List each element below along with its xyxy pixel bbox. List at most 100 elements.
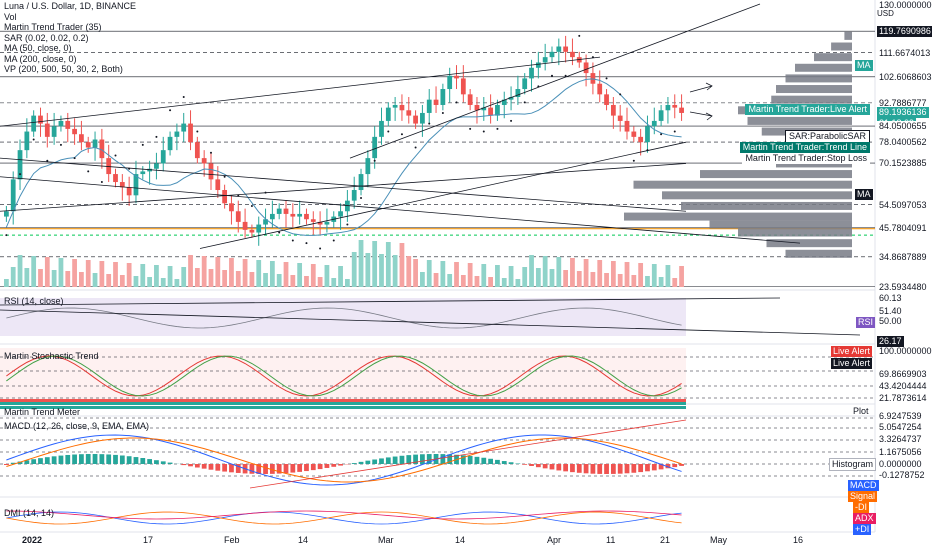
candle-body	[283, 208, 289, 214]
trend-meter-plot: Plot	[853, 406, 869, 416]
volume-bar	[215, 257, 221, 287]
volume-bar	[535, 268, 541, 287]
trend-meter-label[interactable]: Martin Trend Meter	[4, 407, 81, 417]
sar-dot	[482, 130, 485, 133]
volume-bar	[379, 254, 384, 287]
indicator-martin-trend-trader[interactable]: Martin Trend Trader (35)	[4, 22, 102, 32]
volume-profile-bar	[771, 95, 852, 104]
volume-bar	[610, 261, 616, 287]
macd-histogram-bar	[447, 454, 453, 464]
candle-body	[263, 219, 268, 225]
macd-histogram-bar	[467, 456, 473, 464]
macd-histogram-bar	[522, 464, 528, 465]
macd-histogram-bar	[488, 458, 493, 464]
macd-histogram-bar	[208, 464, 214, 470]
macd-tick-6: -0.1278752	[879, 470, 925, 480]
candle-body	[65, 120, 71, 129]
chart-header: Luna / U.S. Dollar, 1D, BINANCE Vol Mart…	[4, 1, 136, 75]
sar-dot	[414, 146, 417, 149]
volume-bar	[583, 259, 589, 287]
volume-bar	[590, 272, 596, 287]
rsi-label[interactable]: RSI (14, close)	[4, 296, 64, 306]
candle-body	[597, 83, 603, 95]
indicator-ma200[interactable]: MA (200, close, 0)	[4, 53, 77, 64]
x-label-14b: 14	[455, 535, 466, 545]
volume-bar	[338, 266, 343, 287]
symbol-title[interactable]: Luna / U.S. Dollar, 1D, BINANCE	[4, 1, 137, 11]
candle-body	[99, 139, 105, 159]
price-tag: 54.5097053	[877, 199, 929, 211]
indicator-vp[interactable]: VP (200, 500, 50, 30, 2, Both)	[4, 64, 123, 74]
macd-badge: MACD	[848, 480, 879, 491]
macd-histogram-bar	[460, 455, 466, 464]
macd-histogram-bar	[317, 464, 323, 470]
volume-bar	[72, 259, 77, 287]
volume-bar	[454, 262, 459, 287]
candle-body	[372, 136, 378, 159]
candle-body	[167, 136, 173, 151]
macd-histogram-bar	[645, 464, 650, 472]
volume-bar	[269, 261, 275, 287]
volume-bar	[304, 276, 309, 287]
macd-histogram-bar	[638, 464, 644, 473]
candle-body	[324, 221, 330, 225]
indicator-vol[interactable]: Vol	[4, 11, 17, 22]
candle-body	[4, 211, 9, 217]
dmi-label[interactable]: DMI (14, 14)	[4, 508, 55, 518]
sar-dot	[619, 93, 622, 96]
candle-body	[460, 78, 466, 95]
volume-bar	[222, 270, 228, 287]
candle-body	[126, 187, 132, 196]
candle-body	[638, 136, 644, 143]
indicator-sar[interactable]: SAR (0.02, 0.02, 0.2)	[4, 32, 89, 43]
volume-bar	[85, 260, 91, 287]
macd-histogram-bar	[92, 454, 98, 464]
volume-bar	[447, 274, 453, 287]
volume-bar	[440, 261, 446, 287]
macd-histogram-bar	[576, 464, 582, 473]
macd-histogram-bar	[481, 457, 487, 464]
x-label-17: 17	[143, 535, 154, 545]
volume-bar	[372, 241, 378, 287]
macd-histogram-bar	[542, 464, 548, 469]
dmi-adx: ADX	[853, 513, 876, 524]
candle-body	[454, 75, 459, 79]
macd-label[interactable]: MACD (12, 26, close, 9, EMA, EMA)	[4, 421, 150, 431]
volume-bar	[631, 275, 637, 287]
candle-body	[563, 46, 569, 52]
macd-tick-3: 3.3264737	[879, 434, 922, 444]
sar-dot	[455, 101, 458, 104]
sar-dot	[469, 127, 472, 130]
sar-dot	[59, 143, 62, 146]
candle-body	[201, 158, 207, 164]
candle-body	[229, 203, 234, 212]
macd-histogram-bar	[4, 464, 9, 465]
macd-histogram-bar	[420, 454, 425, 464]
volume-bar	[317, 277, 323, 287]
volume-bar	[188, 255, 193, 287]
volume-bar	[140, 264, 146, 287]
volume-bar	[324, 265, 330, 287]
macd-histogram-bar	[133, 457, 139, 464]
arrow-up-icon	[689, 82, 713, 93]
macd-histogram-bar	[474, 456, 480, 464]
sar-dot	[346, 223, 349, 226]
volume-bar	[358, 240, 364, 287]
macd-histogram-bar	[358, 461, 364, 464]
candle-body	[501, 99, 507, 105]
volume-bar	[433, 273, 439, 287]
candle-body	[645, 126, 650, 143]
macd-histogram-bar	[24, 460, 30, 464]
macd-histogram-bar	[99, 454, 105, 464]
plus-di-line	[6, 511, 682, 525]
macd-histogram-bar	[17, 461, 23, 464]
macd-histogram-bar	[406, 455, 412, 464]
candle-body	[392, 104, 398, 108]
stochastic-label[interactable]: Martin Stochastic Trend	[4, 351, 99, 361]
indicator-ma50[interactable]: MA (50, close, 0)	[4, 43, 72, 53]
minus-di-line	[6, 511, 682, 525]
candle-body	[290, 213, 296, 217]
candle-body	[467, 94, 473, 105]
stoch-tick-1: 100.0000000	[879, 346, 932, 356]
volume-bar	[481, 264, 487, 287]
